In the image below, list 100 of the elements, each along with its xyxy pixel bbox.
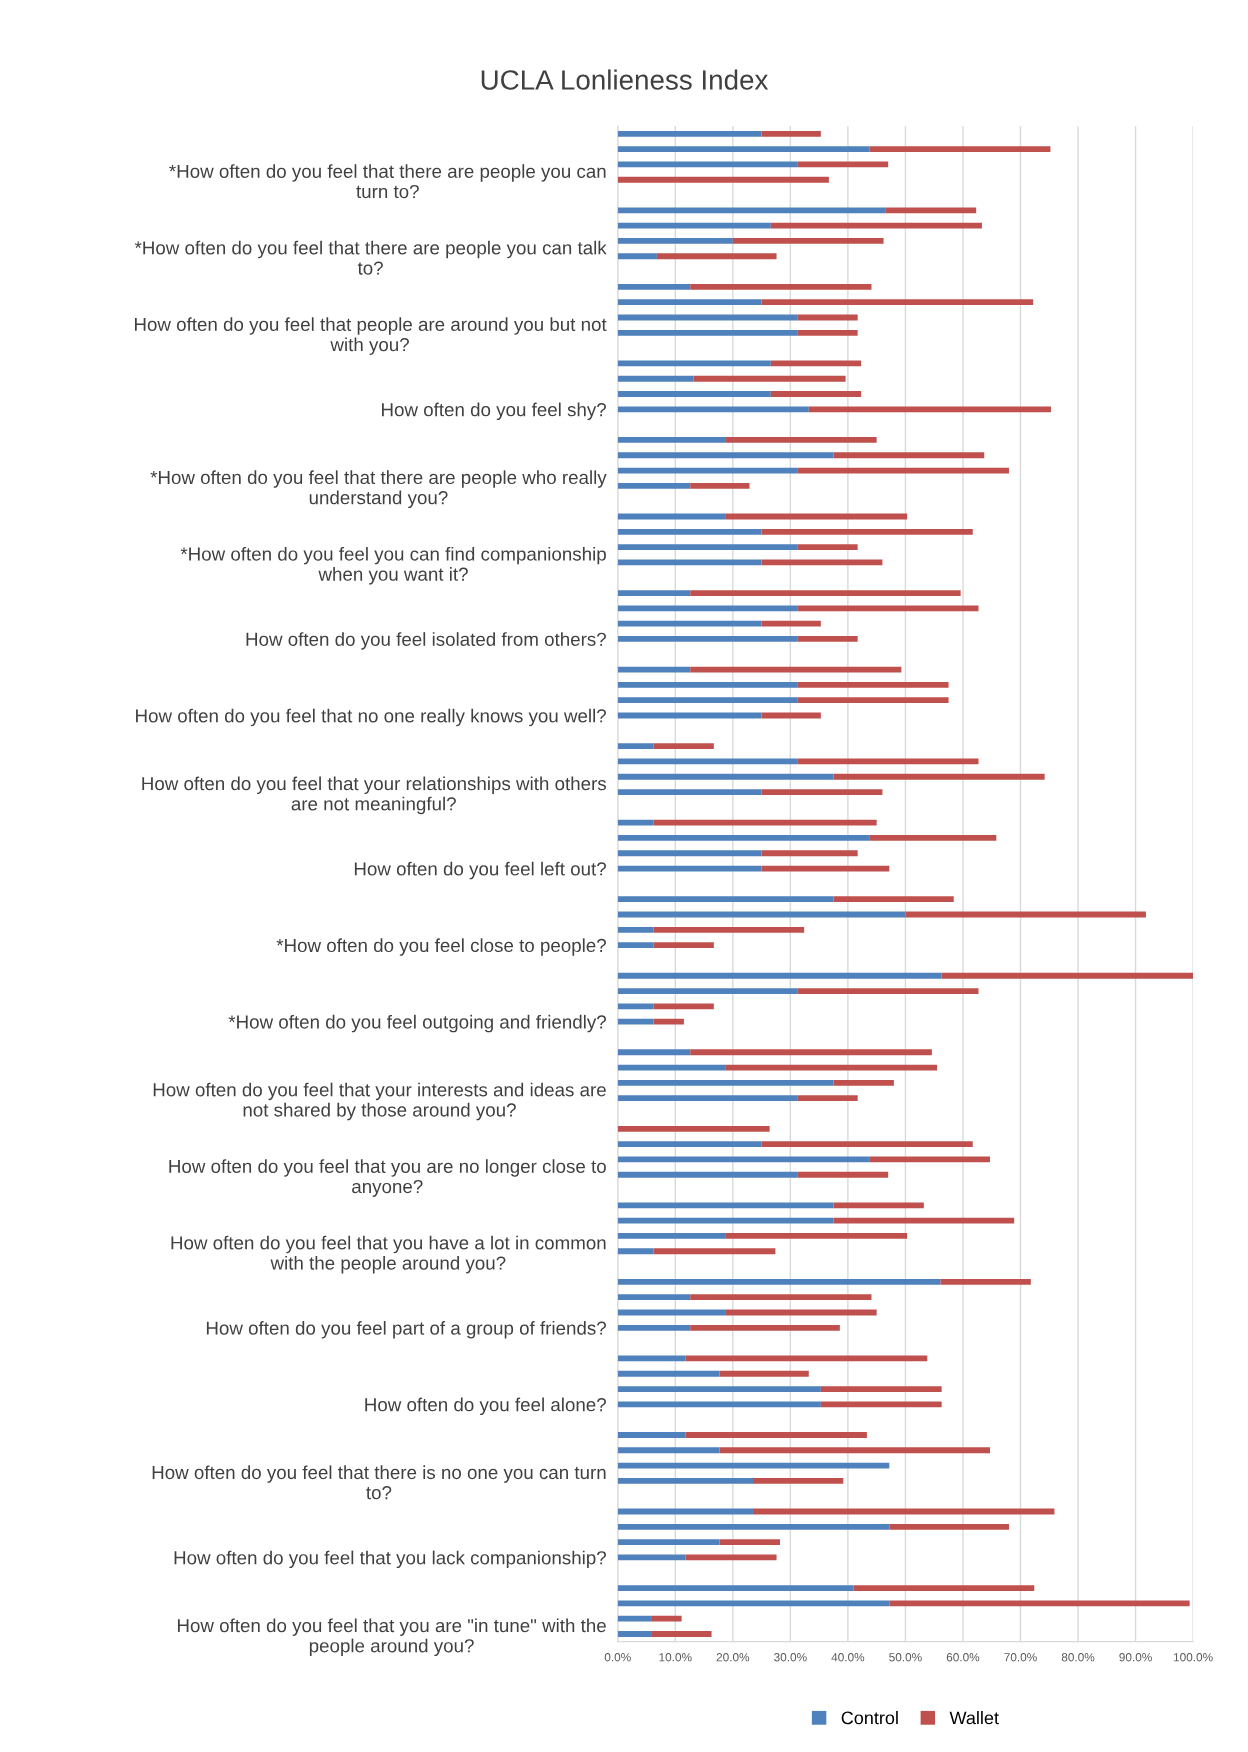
bar (617, 1432, 686, 1438)
bar (617, 1324, 691, 1331)
bar (853, 1585, 1035, 1591)
bar (617, 528, 762, 535)
y-tick-label: *How often do you feel outgoing and friendly? (228, 1014, 606, 1033)
bar (653, 1003, 714, 1010)
bar (617, 544, 798, 551)
bar (752, 1477, 844, 1484)
bar (617, 238, 733, 244)
bar (617, 391, 771, 397)
y-tick-label: How often do you feel that you are no longer close to anyone? (169, 1159, 606, 1197)
y-tick-label: *How often do you feel that there are people you can talk to? (134, 240, 607, 275)
bar (617, 1386, 821, 1392)
bar (653, 819, 877, 826)
bar (885, 207, 977, 214)
y-tick-label: *How often do you feel you can find companionship when you want it? (180, 546, 606, 585)
bar (690, 1049, 932, 1056)
y-tick-label: How often do you feel that your relationships with others are not meaningful? (142, 776, 606, 815)
bar (690, 283, 872, 290)
bar (617, 697, 798, 704)
bar (941, 972, 1194, 979)
y-tick-label: How often do you feel that your interests and ideas are not shared by those around you? (153, 1082, 606, 1121)
bar (940, 1278, 1031, 1285)
bar (761, 299, 1034, 306)
bar (617, 972, 942, 979)
bar (797, 1095, 858, 1102)
x-tick-label: 30.0% (774, 1653, 807, 1662)
bar (617, 1003, 654, 1010)
bar (617, 1278, 941, 1285)
bar (761, 620, 821, 627)
bar (617, 1370, 720, 1377)
bar (833, 896, 954, 903)
y-tick-label: How often do you feel isolated from others? (246, 632, 606, 650)
bar (617, 1217, 834, 1224)
bar (617, 1018, 654, 1025)
bar (761, 528, 973, 535)
bar (653, 743, 714, 750)
bar (656, 253, 777, 260)
bar (653, 926, 805, 933)
bar (797, 329, 858, 336)
bar (719, 1370, 809, 1377)
y-tick-label: How often do you feel shy? (382, 402, 606, 421)
bar (685, 1432, 867, 1438)
bar (833, 452, 985, 459)
x-tick-label: 100.0% (1173, 1653, 1213, 1662)
bar (833, 1217, 1015, 1224)
bar (820, 1401, 942, 1408)
y-tick-label: How often do you feel that you lack companionship? (174, 1550, 606, 1569)
bar (869, 146, 1051, 153)
bar (770, 222, 982, 229)
bar (797, 988, 979, 994)
bar (690, 590, 961, 596)
x-tick-label: 0.0% (604, 1653, 631, 1662)
bar (617, 1401, 821, 1408)
x-tick-label: 20.0% (716, 1653, 750, 1662)
bar (617, 1095, 798, 1102)
bar (617, 299, 762, 306)
bar (617, 681, 798, 688)
bar (617, 176, 829, 183)
bar (617, 1141, 762, 1148)
bar (651, 1631, 712, 1637)
bar (617, 789, 762, 795)
bar (617, 329, 798, 336)
bar (617, 605, 798, 612)
bar (797, 681, 949, 688)
bar (719, 1539, 780, 1546)
bar (617, 1447, 720, 1454)
bar (889, 1600, 1190, 1607)
bar (617, 283, 691, 290)
bar (617, 1477, 753, 1484)
bar (617, 1233, 726, 1239)
x-tick-label: 40.0% (831, 1653, 865, 1662)
bar (617, 375, 694, 382)
x-tick-label: 50.0% (889, 1653, 922, 1662)
bar (617, 988, 798, 994)
bar (725, 437, 877, 443)
bar (797, 697, 949, 704)
legend-label: Wallet (949, 1711, 999, 1725)
bar (690, 1324, 840, 1331)
bar (617, 773, 834, 780)
bar (617, 1585, 854, 1591)
bar (797, 636, 858, 642)
y-tick-label: How often do you feel that there is no one you can turn to? (152, 1465, 606, 1500)
y-tick-label: How often do you feel left out? (354, 861, 606, 880)
x-tick-label: 80.0% (1061, 1653, 1095, 1662)
bar (617, 253, 657, 260)
bar (617, 743, 654, 750)
bar (617, 590, 691, 596)
x-tick-label: 70.0% (1004, 1653, 1037, 1662)
bar (761, 850, 858, 857)
bar (617, 926, 654, 933)
bar (617, 1049, 691, 1056)
bar (808, 406, 1051, 413)
bar (833, 773, 1045, 780)
bar (617, 1294, 691, 1301)
legend-label: Control (841, 1711, 898, 1725)
bar (617, 1631, 652, 1637)
bar (617, 437, 726, 443)
bar (617, 1615, 652, 1622)
bar (719, 1447, 990, 1454)
